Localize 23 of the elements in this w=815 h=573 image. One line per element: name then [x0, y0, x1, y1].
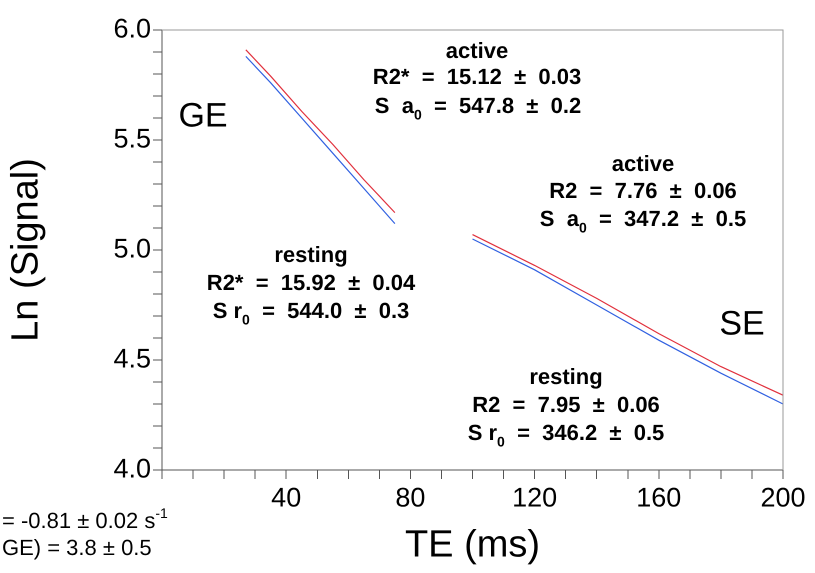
annotation: R2* = 15.12 ± 0.03 — [372, 64, 582, 90]
y-tick-label: 4.0 — [113, 453, 151, 484]
y-tick-label: 6.0 — [113, 13, 151, 44]
y-tick-label: 5.0 — [113, 233, 151, 264]
x-tick-label: 120 — [512, 482, 558, 513]
x-tick-label: 80 — [395, 482, 426, 513]
annotation: resting — [274, 242, 348, 268]
x-tick-label: 200 — [760, 482, 806, 513]
y-axis-title: Ln (Signal) — [4, 158, 46, 342]
annotation: R2 = 7.76 ± 0.06 — [549, 178, 737, 204]
annotation: active — [612, 151, 674, 176]
annotation: GE — [178, 96, 228, 134]
annotation: active — [446, 38, 508, 64]
x-tick-label: 160 — [636, 482, 682, 513]
y-tick-label: 5.5 — [113, 123, 151, 154]
text: GE) = 3.8 ± 0.5 — [2, 535, 152, 560]
annotation: resting — [529, 364, 603, 390]
annotation: R2* = 15.92 ± 0.04 — [206, 270, 416, 296]
y-tick-label: 4.5 — [113, 343, 151, 374]
annotation: R2 = 7.95 ± 0.06 — [472, 392, 660, 418]
x-axis-title: TE (ms) — [404, 524, 540, 566]
annotation: SE — [719, 304, 765, 342]
x-tick-label: 40 — [271, 482, 302, 513]
